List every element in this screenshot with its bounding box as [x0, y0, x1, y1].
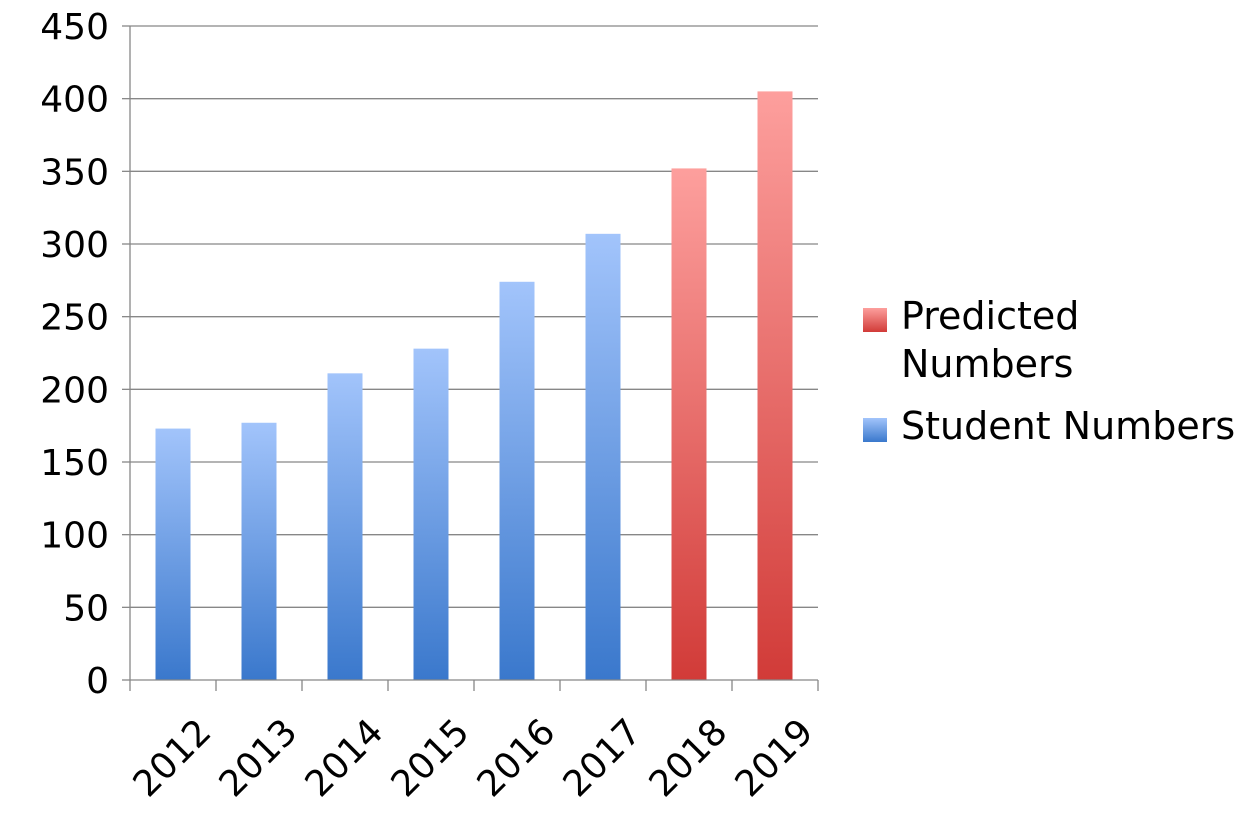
legend: Predicted Numbers Student Numbers [863, 292, 1255, 464]
bar-student-2017 [585, 233, 621, 680]
gridlines [130, 25, 818, 608]
bar-student-2016 [499, 281, 535, 680]
y-tick-label: 150 [40, 443, 109, 484]
axes [122, 25, 819, 691]
bar-student-2012 [155, 428, 191, 680]
y-tick-label: 300 [40, 225, 109, 266]
legend-item-predicted: Predicted Numbers [863, 292, 1255, 388]
x-tick-label: 2018 [642, 711, 736, 805]
legend-swatch-predicted [863, 308, 887, 332]
y-tick-label: 400 [40, 80, 109, 121]
legend-swatch-student [863, 418, 887, 442]
y-tick-label: 450 [40, 7, 109, 48]
y-tick-label: 200 [40, 370, 109, 411]
bar-predicted-2018 [671, 168, 707, 680]
legend-label-student: Student Numbers [901, 404, 1236, 448]
y-tick-label: 250 [40, 298, 109, 339]
x-tick-label: 2015 [384, 711, 478, 805]
y-tick-label: 350 [40, 152, 109, 193]
bar-student-2013 [241, 422, 277, 680]
x-tick-label: 2016 [470, 711, 564, 805]
y-tick-label: 50 [63, 588, 109, 629]
bar-predicted-2019 [757, 91, 793, 680]
legend-item-student: Student Numbers [863, 402, 1255, 450]
x-tick-label: 2012 [126, 711, 220, 805]
x-tick-label: 2013 [212, 711, 306, 805]
bar-student-2014 [327, 373, 363, 680]
bar-student-2015 [413, 348, 449, 680]
y-tick-label: 0 [86, 661, 109, 702]
x-tick-label: 2019 [728, 711, 822, 805]
bars [155, 91, 793, 680]
legend-label-predicted: Predicted Numbers [901, 294, 1080, 386]
y-tick-label: 100 [40, 516, 109, 557]
x-tick-label: 2014 [298, 711, 392, 805]
x-tick-label: 2017 [556, 711, 650, 805]
